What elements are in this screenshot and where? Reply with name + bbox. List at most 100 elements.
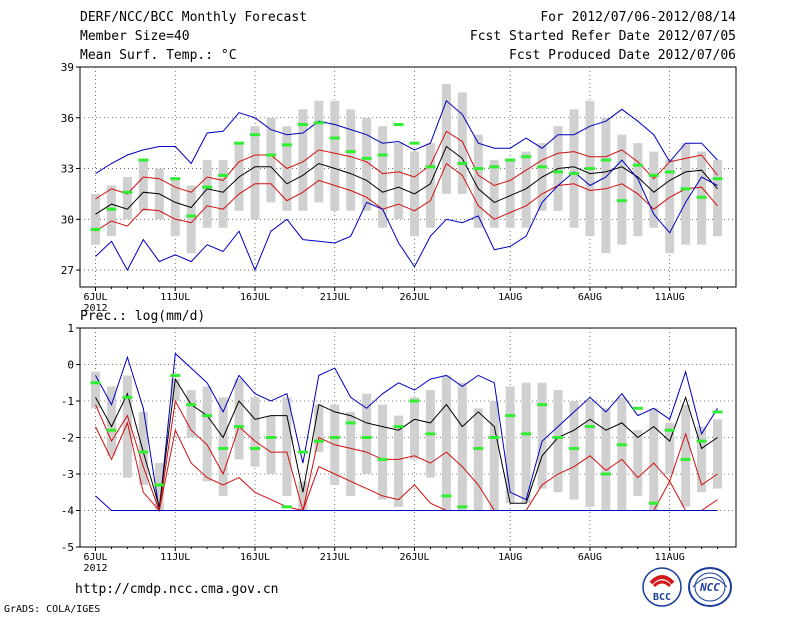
temp-obs-marker	[680, 187, 691, 191]
prec-range-bar	[394, 415, 404, 507]
prec-obs-marker	[122, 395, 133, 399]
temp-obs-marker	[250, 133, 260, 137]
prec-xtick-label: 11JUL	[160, 552, 190, 563]
prec-obs-marker	[234, 425, 245, 429]
temp-obs-marker	[106, 207, 117, 211]
prec-year-label: 2012	[83, 563, 107, 574]
temp-line-lower	[95, 162, 718, 232]
temp-range-bar	[138, 160, 148, 211]
temp-obs-marker	[122, 190, 133, 194]
temp-obs-marker	[457, 161, 468, 165]
prec-obs-marker	[377, 457, 388, 461]
prec-range-bar	[569, 401, 579, 500]
prec-obs-marker	[361, 436, 372, 439]
prec-range-bar	[617, 397, 627, 511]
prec-range-bar	[681, 404, 691, 507]
bcc-logo: BCC	[642, 567, 682, 607]
temp-xtick-label: 16JUL	[240, 292, 270, 303]
source-url[interactable]: http://cmdp.ncc.cma.gov.cn	[75, 582, 279, 597]
temp-obs-marker	[425, 165, 436, 169]
temp-range-bar	[457, 92, 467, 194]
prec-range-bar	[154, 463, 164, 511]
temp-range-bar	[649, 151, 659, 228]
temp-range-bar	[314, 100, 324, 203]
prec-range-bar	[298, 481, 308, 511]
prec-range-bar	[505, 386, 515, 504]
prec-obs-marker	[616, 443, 627, 447]
prec-range-bar	[441, 375, 451, 511]
temp-range-bar	[617, 134, 627, 245]
forecast-period: For 2012/07/06-2012/08/14	[540, 10, 736, 25]
start-date: Fcst Started Refer Date 2012/07/05	[469, 29, 736, 44]
prec-obs-marker	[505, 414, 516, 418]
temp-xtick-label: 21JUL	[320, 292, 350, 303]
prec-range-bar	[649, 408, 659, 511]
prec-range-bar	[362, 393, 372, 474]
temp-obs-marker	[329, 136, 340, 140]
prec-range-bar	[250, 397, 260, 467]
temp-line-max	[95, 99, 718, 175]
prec-obs-marker	[584, 425, 595, 429]
temp-title: Mean Surf. Temp.: °C	[80, 48, 237, 63]
member-size: Member Size=40	[80, 29, 190, 44]
prec-obs-marker	[202, 414, 213, 418]
temp-range-bar	[473, 134, 483, 228]
temp-line-upper	[95, 130, 718, 200]
prec-range-bar	[282, 397, 292, 496]
prec-ytick-label: 0	[67, 359, 74, 372]
prec-obs-marker	[218, 446, 229, 450]
prec-obs-marker	[186, 403, 197, 407]
prec-range-bar	[585, 401, 595, 507]
prec-obs-marker	[632, 406, 643, 410]
prec-obs-marker	[170, 373, 181, 377]
prec-range-bar	[122, 375, 132, 478]
temp-range-bar	[665, 160, 675, 254]
prec-line-lower	[95, 399, 718, 512]
temp-obs-marker	[281, 143, 292, 147]
temp-obs-marker	[186, 214, 197, 218]
header-title: DERF/NCC/BCC Monthly Forecast	[80, 10, 307, 25]
temp-obs-marker	[712, 177, 723, 181]
temp-range-bar	[122, 177, 132, 220]
prec-range-bar	[713, 419, 723, 489]
prec-ytick-label: -2	[61, 432, 74, 445]
prec-range-bar	[457, 382, 467, 511]
temp-range-bar	[505, 160, 515, 228]
temp-obs-marker	[170, 177, 181, 181]
temp-obs-marker	[505, 158, 516, 162]
temp-ytick-label: 30	[61, 213, 74, 226]
temp-obs-marker	[90, 227, 101, 231]
prec-range-bar	[106, 386, 116, 456]
prec-range-bar	[633, 430, 643, 496]
temp-ytick-label: 36	[61, 112, 74, 125]
prec-range-bar	[346, 411, 356, 496]
temp-obs-marker	[696, 195, 707, 199]
prec-obs-marker	[600, 472, 611, 476]
prec-range-bar	[553, 390, 563, 493]
prec-obs-marker	[696, 439, 707, 443]
temp-obs-marker	[409, 141, 420, 145]
temp-range-bar	[633, 143, 643, 237]
prec-obs-marker	[712, 410, 723, 414]
temp-range-bar	[266, 117, 276, 203]
bcc-logo-text: BCC	[653, 592, 671, 603]
prec-obs-marker	[648, 501, 659, 505]
prec-obs-marker	[313, 439, 324, 443]
temp-obs-marker	[377, 153, 388, 157]
precip-title: Prec.: log(mm/d)	[80, 309, 206, 324]
prec-xtick-label: 21JUL	[320, 552, 350, 563]
prec-obs-marker	[154, 483, 165, 487]
prec-obs-marker	[664, 428, 675, 432]
prec-range-bar	[202, 386, 212, 482]
prec-obs-marker	[569, 446, 579, 450]
grads-credit: GrADS: COLA/IGES	[4, 604, 101, 615]
temp-obs-marker	[584, 167, 595, 171]
temp-range-bar	[425, 143, 435, 228]
prec-range-bar	[665, 422, 675, 474]
prec-obs-marker	[489, 436, 500, 439]
prec-ytick-label: 1	[67, 322, 74, 335]
temp-obs-marker	[138, 158, 149, 162]
prec-range-bar	[218, 397, 228, 496]
temp-range-bar	[170, 177, 180, 237]
